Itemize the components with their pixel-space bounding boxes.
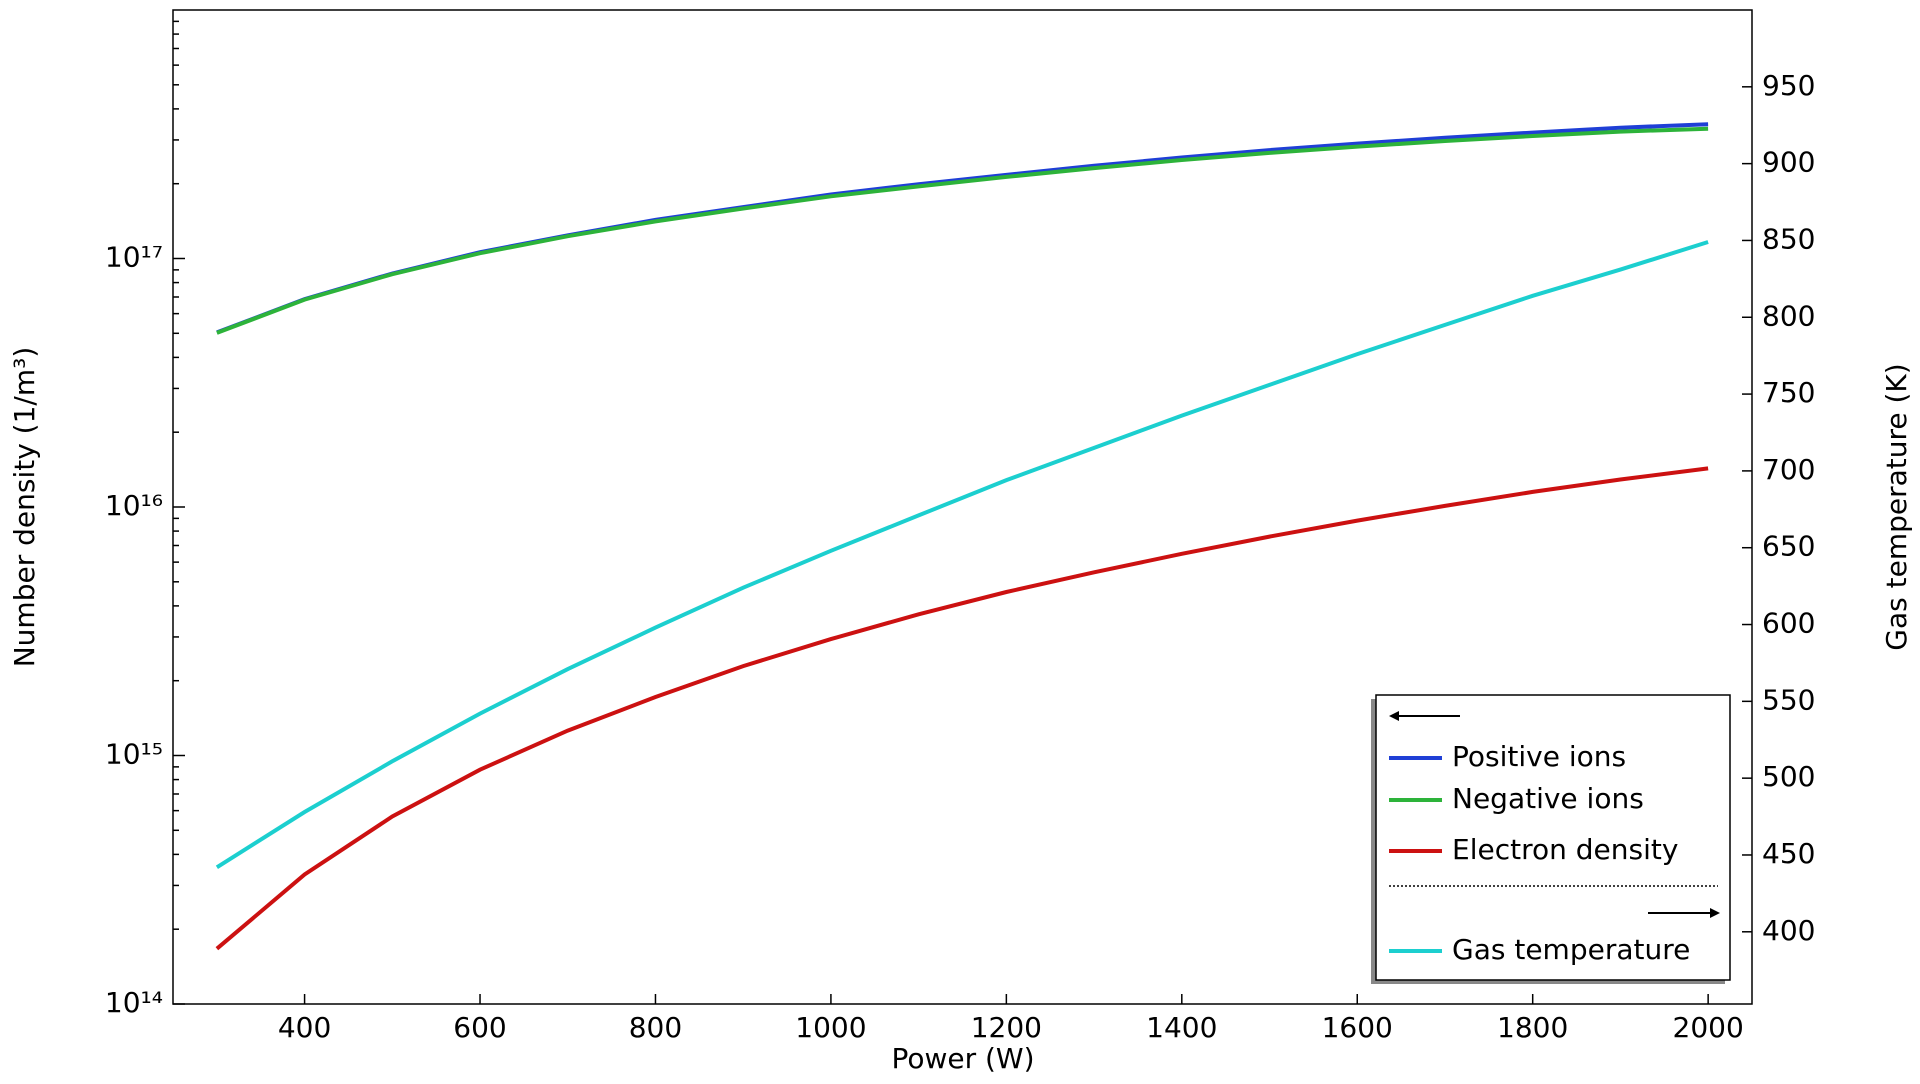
legend-label: Negative ions: [1452, 782, 1644, 815]
y2-tick-label: 650: [1762, 530, 1815, 563]
data-line: [215, 466, 1709, 951]
y-tick-label: 10¹⁴: [105, 986, 163, 1019]
y2-tick-label: 500: [1762, 760, 1815, 793]
y2-tick-label: 700: [1762, 453, 1815, 486]
y2-tick-label: 950: [1762, 69, 1815, 102]
x-tick-label: 1200: [971, 1011, 1042, 1044]
data-line: [216, 122, 1709, 335]
y2-axis-label: Gas temperature (K): [1880, 363, 1913, 650]
y-tick-label: 10¹⁶: [105, 489, 163, 522]
data-line: [216, 126, 1709, 335]
x-tick-label: 800: [629, 1011, 682, 1044]
legend-label: Electron density: [1452, 833, 1678, 866]
y2-tick-label: 550: [1762, 683, 1815, 716]
x-tick-label: 2000: [1673, 1011, 1744, 1044]
data-line: [215, 240, 1709, 869]
y2-tick-label: 400: [1762, 914, 1815, 947]
legend: Positive ions Negative ions Electron densi…: [1371, 694, 1731, 984]
x-tick-label: 1600: [1322, 1011, 1393, 1044]
x-tick-label: 1800: [1497, 1011, 1568, 1044]
x-tick-label: 600: [453, 1011, 506, 1044]
legend-label: Positive ions: [1452, 740, 1626, 773]
x-tick-label: 1000: [795, 1011, 866, 1044]
y2-tick-label: 850: [1762, 222, 1815, 255]
y2-tick-label: 750: [1762, 376, 1815, 409]
legend-arrow-head: [1389, 711, 1399, 721]
x-axis-label: Power (W): [891, 1042, 1034, 1075]
y-tick-label: 10¹⁵: [105, 738, 163, 771]
y2-tick-label: 600: [1762, 607, 1815, 640]
legend-arrow-head: [1710, 908, 1720, 918]
y2-tick-label: 800: [1762, 299, 1815, 332]
legend-label: Gas temperature: [1452, 933, 1690, 966]
x-tick-label: 400: [278, 1011, 331, 1044]
y-tick-label: 10¹⁷: [105, 241, 163, 274]
y2-tick-label: 900: [1762, 146, 1815, 179]
y-axis-label: Number density (1/m³): [8, 347, 41, 668]
x-tick-label: 1400: [1146, 1011, 1217, 1044]
legend-box: [1375, 694, 1731, 981]
y2-tick-label: 450: [1762, 837, 1815, 870]
